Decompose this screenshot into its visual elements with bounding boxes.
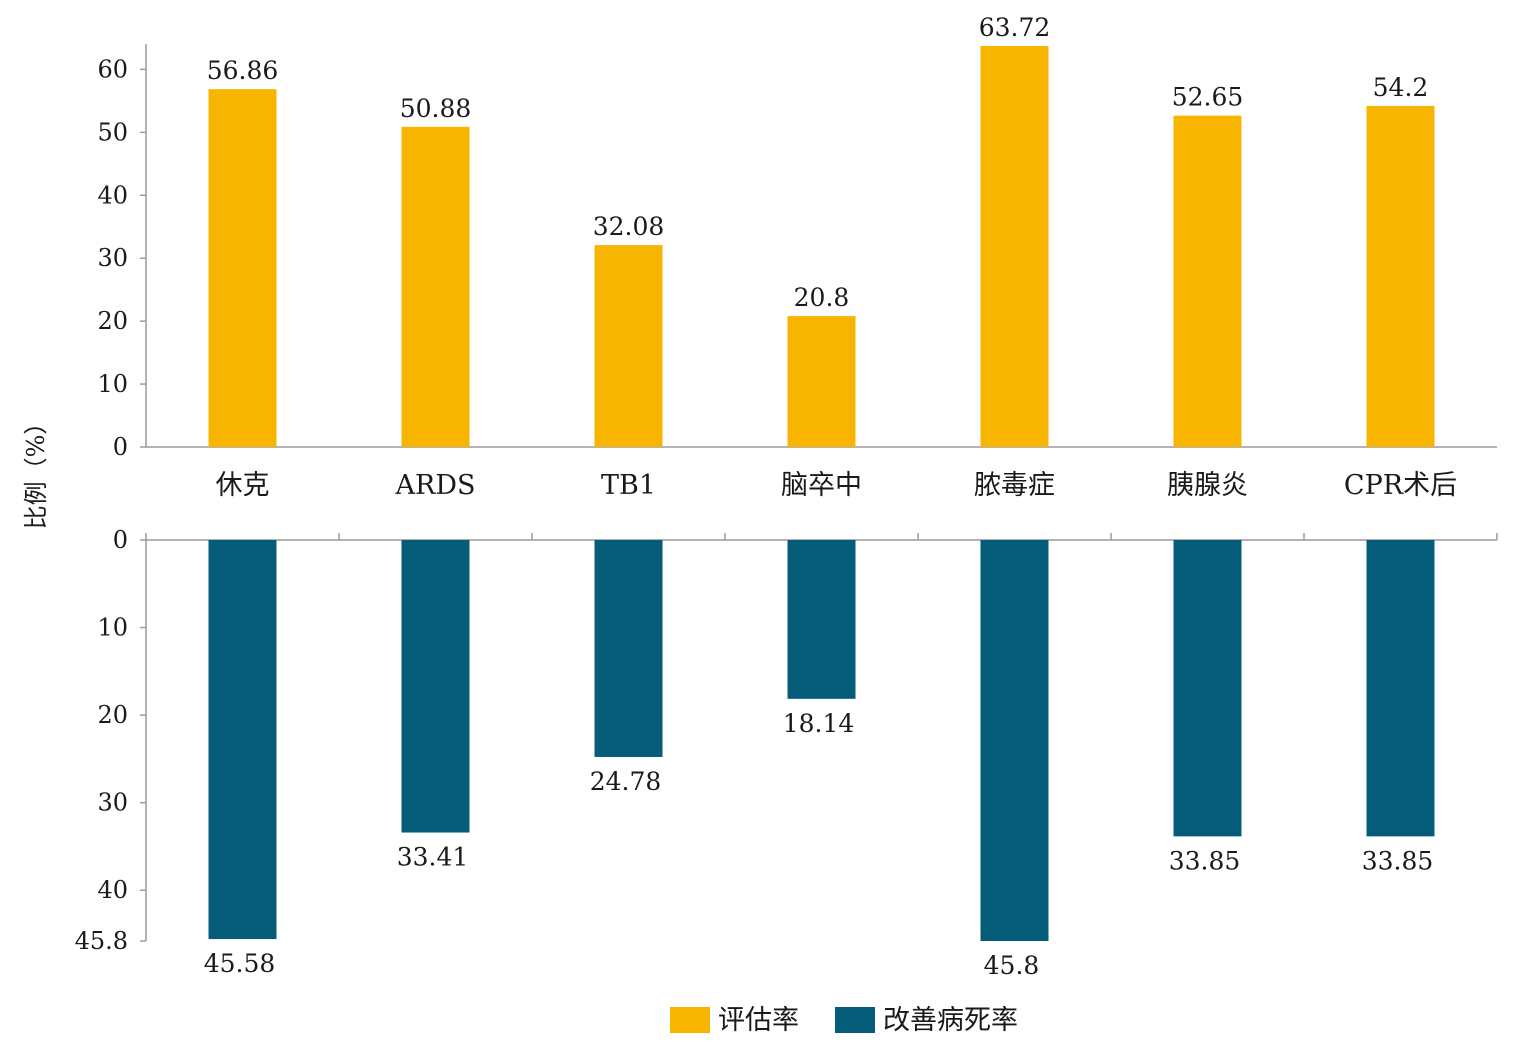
top-y-tick-label: 60 bbox=[97, 55, 128, 83]
mortality-improvement-data-label: 33.41 bbox=[397, 843, 469, 872]
assessment-rate-data-label: 54.2 bbox=[1373, 73, 1429, 102]
top-y-tick-label: 40 bbox=[97, 181, 128, 209]
bottom-y-tick-label: 40 bbox=[97, 876, 128, 904]
y-axis-label: 比例（%） bbox=[22, 411, 50, 530]
mortality-improvement-bar bbox=[980, 540, 1049, 941]
assessment-rate-data-label: 20.8 bbox=[794, 283, 850, 312]
top-y-tick-label: 0 bbox=[113, 433, 128, 461]
mortality-improvement-legend-swatch bbox=[835, 1007, 875, 1033]
assessment-rate-bar bbox=[401, 126, 470, 448]
bottom-y-tick-label: 30 bbox=[97, 789, 128, 817]
top-y-tick-label: 30 bbox=[97, 244, 128, 272]
assessment-rate-data-label: 50.88 bbox=[400, 94, 472, 123]
bottom-y-tick-label: 10 bbox=[97, 614, 128, 642]
top-panel: 0 10 20 30 40 50 60 56.86 50.88 32.08 20.8 63.72 52.… bbox=[97, 13, 1497, 501]
top-y-tick-label: 20 bbox=[97, 307, 128, 335]
bottom-y-tick-label: 0 bbox=[113, 526, 128, 554]
bottom-y-tick-label: 20 bbox=[97, 701, 128, 729]
assessment-rate-data-label: 52.65 bbox=[1172, 83, 1244, 112]
top-y-tick-label: 10 bbox=[97, 370, 128, 398]
mortality-improvement-bar bbox=[787, 540, 856, 699]
mortality-improvement-bar bbox=[1173, 540, 1242, 837]
assessment-rate-bar bbox=[980, 46, 1049, 447]
category-label: CPR术后 bbox=[1344, 470, 1457, 501]
mortality-improvement-data-label: 45.8 bbox=[984, 951, 1040, 980]
assessment-rate-data-label: 32.08 bbox=[593, 212, 665, 241]
mortality-improvement-data-label: 33.85 bbox=[1362, 846, 1434, 875]
assessment-rate-data-label: 56.86 bbox=[207, 56, 279, 85]
assessment-rate-bar bbox=[787, 316, 856, 447]
assessment-rate-legend-label: 评估率 bbox=[718, 1005, 799, 1036]
category-label: TB1 bbox=[601, 470, 656, 501]
assessment-rate-bar bbox=[1173, 115, 1242, 447]
mortality-improvement-bar bbox=[401, 540, 470, 833]
mortality-improvement-data-label: 18.14 bbox=[783, 709, 855, 738]
assessment-rate-bar bbox=[208, 89, 277, 448]
assessment-rate-bar bbox=[1366, 105, 1435, 447]
assessment-rate-legend-swatch bbox=[670, 1007, 710, 1033]
category-label: 胰腺炎 bbox=[1167, 470, 1248, 501]
category-label: 脑卒中 bbox=[781, 470, 862, 501]
bottom-y-tick-label: 45.8 bbox=[75, 927, 128, 955]
top-y-tick-label: 50 bbox=[97, 118, 128, 146]
mortality-improvement-bar bbox=[594, 540, 663, 757]
bottom-panel: 0 10 20 30 40 45.8 45.58 33.41 24.78 18.14 45.8 33.… bbox=[75, 526, 1498, 980]
category-label: ARDS bbox=[395, 470, 476, 501]
assessment-rate-data-label: 63.72 bbox=[979, 13, 1051, 42]
mortality-improvement-bar bbox=[208, 540, 277, 940]
mortality-improvement-legend-label: 改善病死率 bbox=[883, 1005, 1018, 1036]
legend: 评估率 改善病死率 bbox=[670, 1005, 1018, 1036]
category-label: 休克 bbox=[216, 470, 270, 501]
assessment-rate-bar bbox=[594, 245, 663, 447]
mortality-improvement-data-label: 24.78 bbox=[590, 767, 662, 796]
category-label: 脓毒症 bbox=[974, 470, 1055, 501]
mortality-improvement-data-label: 33.85 bbox=[1169, 846, 1241, 875]
mortality-improvement-data-label: 45.58 bbox=[204, 949, 276, 978]
mortality-improvement-bar bbox=[1366, 540, 1435, 837]
